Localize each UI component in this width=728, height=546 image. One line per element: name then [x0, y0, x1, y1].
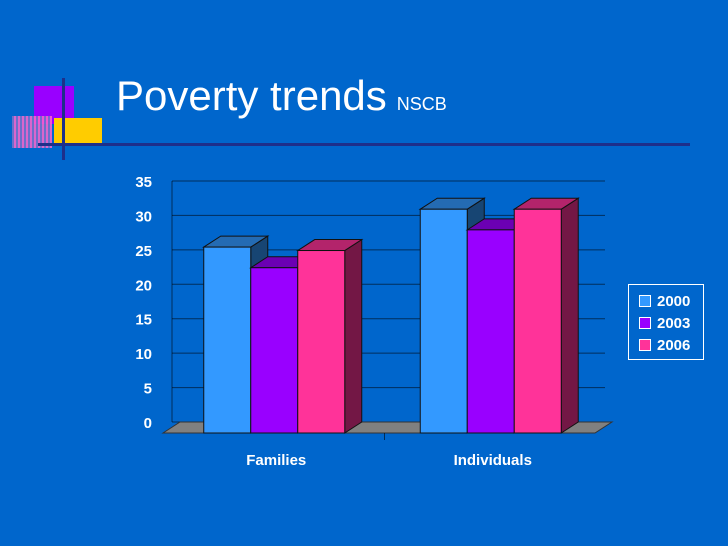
subtitle-text: NSCB	[396, 94, 447, 114]
legend-item-2006: 2006	[639, 334, 703, 356]
decor-block-teal	[12, 116, 52, 148]
bar-individuals-2003	[466, 229, 515, 434]
y-tick-label: 35	[135, 174, 152, 191]
bar-individuals-2000	[419, 208, 468, 434]
y-tick-label: 5	[144, 381, 152, 398]
page-title: Poverty trends NSCB	[116, 72, 447, 120]
bar-families-2000	[203, 246, 252, 434]
bar-individuals-2006	[513, 208, 562, 434]
bar-side	[344, 238, 363, 434]
legend-swatch	[639, 317, 651, 329]
legend-label: 2003	[657, 314, 691, 332]
y-tick-label: 15	[135, 312, 152, 329]
y-tick-label: 10	[135, 346, 152, 363]
y-tick-label: 20	[135, 277, 152, 294]
title-rule	[38, 143, 690, 146]
legend-label: 2006	[657, 336, 691, 354]
legend-swatch	[639, 339, 651, 351]
bar-families-2003	[250, 267, 299, 434]
legend-swatch	[639, 295, 651, 307]
x-category-label: Families	[246, 452, 306, 469]
x-category-label: Individuals	[454, 452, 532, 469]
legend-item-2003: 2003	[639, 312, 703, 334]
bar-side	[560, 197, 579, 434]
title-text: Poverty trends	[116, 72, 387, 119]
legend-item-2000: 2000	[639, 290, 703, 312]
y-tick-label: 0	[144, 415, 152, 432]
y-tick-label: 25	[135, 243, 152, 260]
bar-families-2006	[297, 250, 346, 434]
chart-legend: 2000 2003 2006	[628, 284, 704, 360]
decor-vline	[62, 78, 65, 160]
bar-chart: 0 5 10 15 20 25 30 35 Families Individuals	[135, 174, 614, 469]
y-tick-label: 30	[135, 208, 152, 225]
legend-label: 2000	[657, 292, 691, 310]
